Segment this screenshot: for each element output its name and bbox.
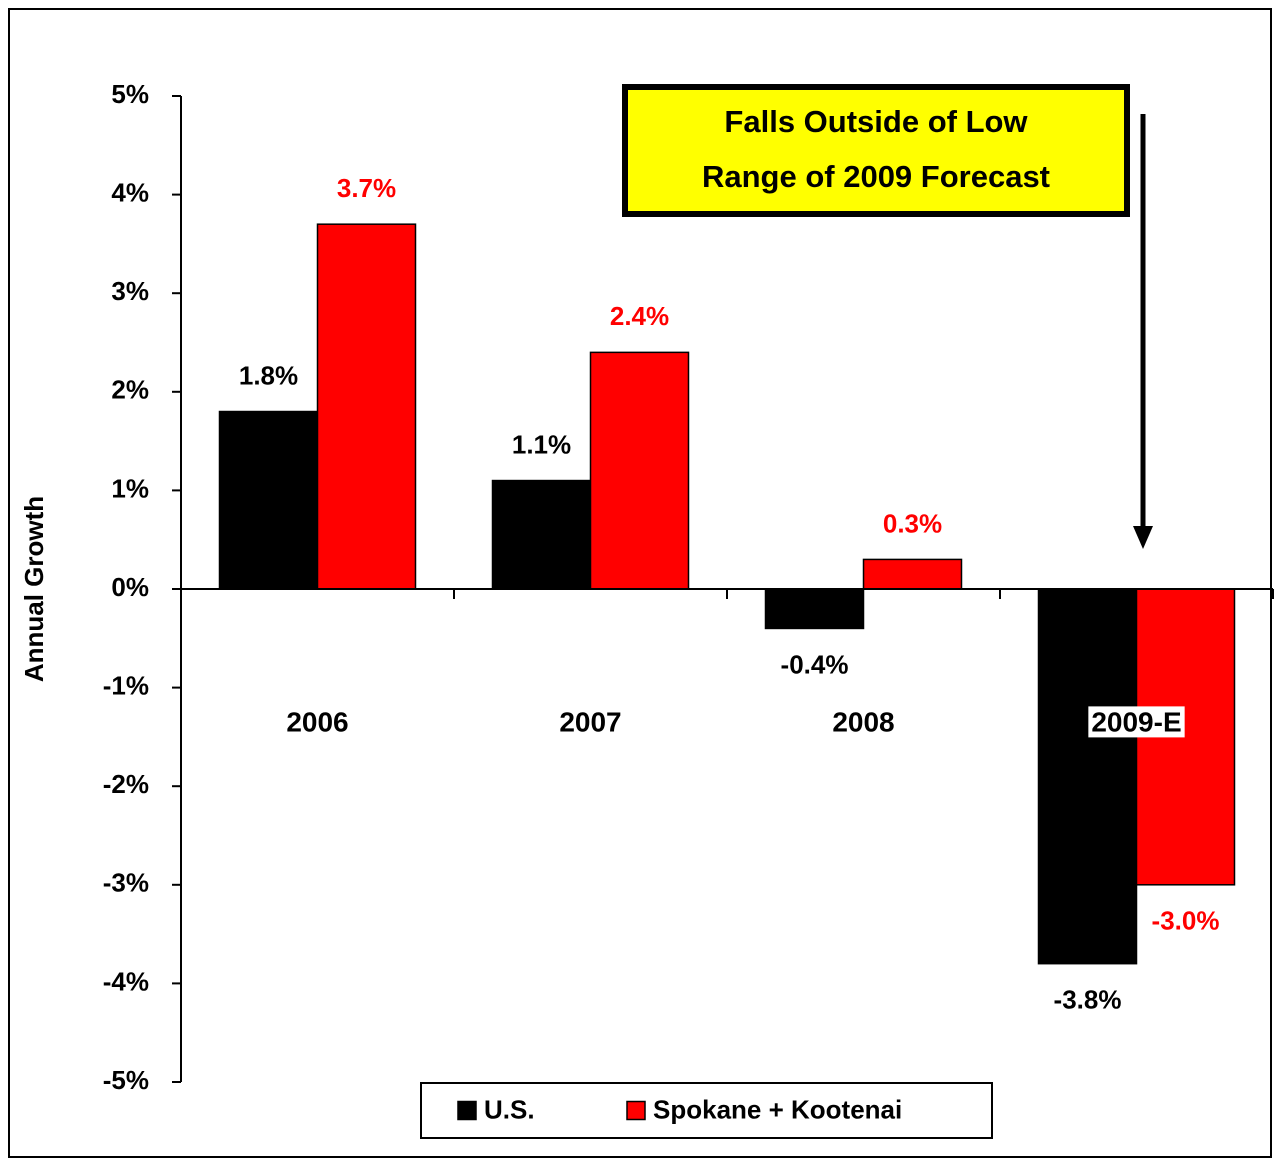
legend-swatch — [626, 1100, 646, 1121]
annotation-text: Range of 2009 Forecast — [702, 159, 1050, 194]
data-label: -3.0% — [1152, 906, 1220, 936]
data-label: 1.1% — [512, 429, 571, 459]
arrow-head — [1133, 526, 1153, 549]
y-tick-label: -5% — [103, 1065, 149, 1095]
x-tick-label: 2009-E — [1091, 706, 1181, 737]
bar — [1037, 588, 1138, 965]
x-tick-label: 2008 — [832, 706, 894, 737]
legend-swatch — [457, 1100, 477, 1121]
legend-box — [420, 1082, 993, 1139]
data-label: 1.8% — [239, 360, 298, 390]
data-label: 2.4% — [610, 301, 669, 331]
data-label: -0.4% — [781, 649, 849, 679]
data-label: 0.3% — [883, 508, 942, 538]
data-label: -3.8% — [1054, 985, 1122, 1015]
y-tick-label: -3% — [103, 868, 149, 898]
label-background — [1088, 706, 1185, 738]
annotation-text: Falls Outside of Low — [724, 104, 1028, 139]
annotation-box — [622, 84, 1130, 217]
x-tick-label: 2006 — [286, 706, 348, 737]
frame — [8, 8, 1272, 1158]
y-tick-label: -4% — [103, 966, 149, 996]
bar — [862, 558, 963, 590]
y-tick-label: -1% — [103, 670, 149, 700]
y-tick-label: 1% — [111, 473, 149, 503]
x-tick-label: 2007 — [559, 706, 621, 737]
y-axis-title: Annual Growth — [19, 496, 49, 682]
legend-label: U.S. — [484, 1094, 535, 1124]
y-tick-label: 3% — [111, 276, 149, 306]
legend-label: Spokane + Kootenai — [653, 1094, 902, 1124]
bar — [316, 223, 417, 590]
data-label: 3.7% — [337, 173, 396, 203]
y-tick-label: 5% — [111, 79, 149, 109]
y-tick-label: 0% — [111, 572, 149, 602]
bar — [218, 410, 319, 590]
y-tick-label: 4% — [111, 177, 149, 207]
bar — [491, 479, 592, 590]
bar — [589, 351, 690, 590]
bar — [764, 588, 865, 630]
y-tick-label: -2% — [103, 769, 149, 799]
y-tick-label: 2% — [111, 375, 149, 405]
